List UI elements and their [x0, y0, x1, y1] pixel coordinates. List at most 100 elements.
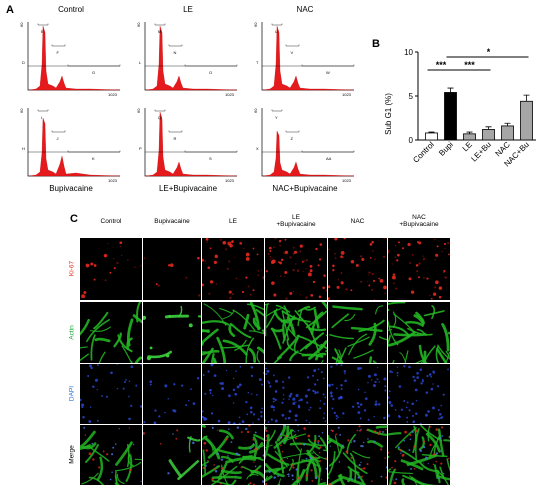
micrograph: [143, 238, 201, 300]
micrograph: [328, 364, 387, 424]
micrograph: [328, 302, 387, 363]
actin-filament: [375, 305, 384, 315]
cell-marker: [232, 388, 236, 392]
cell-marker: [442, 472, 445, 475]
cell-marker: [271, 257, 273, 259]
cell-marker: [268, 246, 272, 250]
histogram-curve: [28, 25, 121, 91]
actin-filament: [219, 308, 233, 315]
cell-marker: [240, 466, 243, 469]
actin-filament: [265, 303, 270, 306]
cell-marker: [305, 296, 308, 299]
cell-marker: [292, 246, 295, 249]
cell-marker: [284, 440, 286, 442]
cell-marker: [360, 255, 363, 258]
cell-marker: [283, 275, 285, 277]
cell-marker: [335, 433, 337, 436]
cell-marker: [330, 393, 333, 395]
histogram-title: LE+Bupivacaine: [158, 184, 218, 193]
actin-filament: [388, 468, 396, 485]
cell-marker: [350, 457, 353, 459]
cell-marker: [231, 293, 234, 296]
cell-marker: [89, 364, 92, 368]
cell-marker: [235, 277, 238, 280]
y-max-label: 60: [20, 108, 24, 113]
cell-marker: [253, 461, 255, 463]
cell-marker: [292, 291, 295, 293]
cell-marker: [367, 274, 370, 276]
actin-filament: [294, 310, 312, 330]
cell-marker: [344, 379, 347, 383]
histogram-title: LE: [183, 5, 193, 14]
cell-marker: [357, 411, 361, 414]
cell-marker: [300, 398, 303, 402]
actin-filament: [89, 326, 111, 332]
actin-filament: [265, 434, 270, 460]
cell-marker: [93, 264, 97, 267]
cell-marker: [364, 397, 368, 401]
cell-marker: [202, 466, 205, 469]
actin-filament: [203, 436, 221, 460]
cell-marker: [294, 414, 298, 418]
cell-marker: [228, 241, 231, 244]
cell-marker: [397, 446, 400, 449]
cell-marker: [94, 378, 98, 382]
cell-marker: [267, 380, 269, 383]
cell-marker: [80, 398, 82, 402]
actin-filament: [281, 452, 314, 459]
actin-filament: [265, 303, 269, 337]
cell-marker: [332, 268, 335, 270]
cell-marker: [406, 420, 409, 423]
actin-filament: [202, 329, 210, 333]
cell-marker: [143, 432, 145, 435]
cell-marker: [292, 401, 296, 405]
actin-filament: [419, 461, 440, 473]
cell-marker: [360, 467, 363, 471]
cell-marker: [294, 418, 298, 422]
bar: [501, 125, 514, 141]
cell-marker: [430, 387, 434, 391]
cell-marker: [120, 254, 123, 257]
actin-filament: [278, 478, 282, 485]
actin-filament: [222, 339, 248, 356]
cell-marker: [371, 240, 374, 244]
cell-marker: [343, 238, 347, 240]
cell-marker: [229, 244, 233, 248]
cell-marker: [225, 369, 228, 372]
actin-filament: [243, 313, 250, 330]
actin-filament: [289, 429, 301, 452]
cell-marker: [325, 457, 327, 460]
cell-marker: [245, 400, 248, 404]
actin-filament: [423, 310, 445, 317]
gate-label: J: [57, 136, 59, 141]
actin-filament: [132, 314, 142, 324]
gate-label: L: [139, 60, 142, 65]
cell-marker: [395, 287, 398, 290]
cell-marker: [322, 417, 325, 420]
cell-marker: [383, 416, 386, 420]
cell-marker: [354, 452, 357, 454]
cell-marker: [283, 252, 286, 254]
cell-marker: [274, 238, 277, 240]
cell-marker: [314, 456, 317, 459]
cell-marker: [83, 290, 87, 294]
cell-marker: [318, 435, 321, 438]
cell-marker: [288, 410, 292, 413]
cell-marker: [82, 416, 85, 419]
error-bar: [523, 94, 530, 102]
y-max-label: 60: [20, 22, 24, 27]
cell-marker: [265, 435, 268, 438]
cell-marker: [207, 266, 211, 269]
gate-label: U: [275, 29, 278, 34]
cell-marker: [135, 384, 138, 387]
cell-marker: [368, 284, 371, 287]
actin-filament: [202, 465, 220, 478]
cell-marker: [89, 406, 92, 408]
cell-marker: [96, 364, 99, 366]
error-bar: [504, 122, 511, 126]
cell-marker: [340, 384, 343, 387]
cell-marker: [295, 263, 297, 265]
cell-marker: [429, 443, 432, 447]
actin-filament: [283, 434, 297, 439]
cell-marker: [202, 410, 204, 413]
